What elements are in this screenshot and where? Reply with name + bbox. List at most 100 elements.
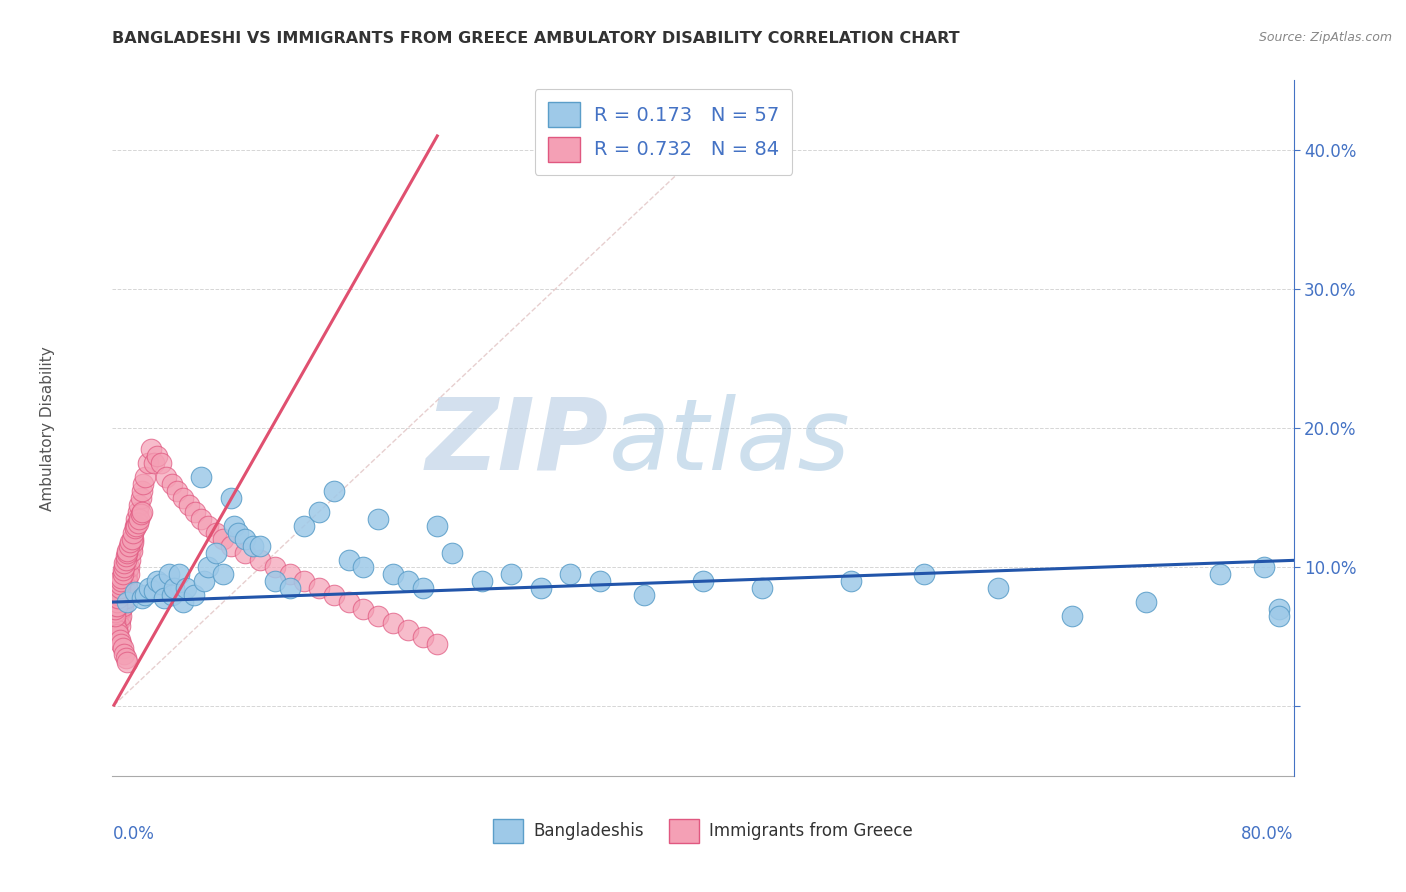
- Point: [108, 581, 131, 595]
- Point: [692, 574, 714, 589]
- Point: [105, 609, 128, 624]
- Text: atlas: atlas: [609, 393, 851, 491]
- Point: [122, 533, 145, 547]
- Point: [112, 647, 135, 661]
- Point: [212, 533, 235, 547]
- Point: [103, 595, 125, 609]
- Point: [114, 553, 136, 567]
- Point: [197, 560, 219, 574]
- Point: [292, 518, 315, 533]
- Point: [117, 595, 138, 609]
- Point: [105, 595, 128, 609]
- Point: [110, 602, 132, 616]
- Point: [839, 574, 862, 589]
- Point: [396, 574, 419, 589]
- Point: [352, 602, 374, 616]
- Point: [125, 511, 148, 525]
- Point: [150, 577, 173, 591]
- Point: [112, 581, 135, 595]
- Point: [114, 585, 136, 599]
- Point: [117, 574, 138, 589]
- Point: [142, 456, 165, 470]
- Text: BANGLADESHI VS IMMIGRANTS FROM GREECE AMBULATORY DISABILITY CORRELATION CHART: BANGLADESHI VS IMMIGRANTS FROM GREECE AM…: [112, 31, 960, 46]
- Point: [172, 491, 194, 505]
- Point: [104, 605, 127, 619]
- Point: [124, 585, 146, 599]
- Point: [146, 449, 169, 463]
- Point: [205, 546, 228, 560]
- Point: [121, 533, 143, 547]
- Point: [146, 574, 169, 589]
- Point: [190, 511, 212, 525]
- Point: [132, 476, 155, 491]
- Point: [111, 563, 134, 577]
- Point: [105, 623, 128, 637]
- Point: [117, 543, 138, 558]
- Point: [193, 574, 215, 589]
- Point: [160, 588, 183, 602]
- Text: Ambulatory Disability: Ambulatory Disability: [39, 346, 55, 510]
- Point: [112, 556, 135, 570]
- Point: [197, 518, 219, 533]
- Point: [103, 602, 125, 616]
- Point: [107, 588, 129, 602]
- Point: [323, 483, 346, 498]
- Point: [558, 567, 582, 582]
- Text: Source: ZipAtlas.com: Source: ZipAtlas.com: [1258, 31, 1392, 45]
- Point: [127, 505, 149, 519]
- Point: [108, 632, 131, 647]
- Point: [219, 491, 242, 505]
- Point: [112, 560, 135, 574]
- Point: [264, 560, 287, 574]
- Point: [166, 483, 188, 498]
- Point: [110, 595, 132, 609]
- Point: [110, 637, 132, 651]
- Point: [249, 540, 271, 554]
- Point: [233, 533, 256, 547]
- Point: [131, 505, 153, 519]
- Point: [219, 540, 242, 554]
- Point: [131, 591, 153, 605]
- Point: [128, 511, 150, 525]
- Point: [426, 637, 449, 651]
- Point: [107, 602, 129, 616]
- Point: [103, 599, 125, 614]
- Point: [120, 546, 142, 560]
- Point: [183, 588, 205, 602]
- Point: [129, 508, 152, 522]
- Point: [117, 655, 138, 669]
- Point: [222, 518, 245, 533]
- Point: [104, 602, 127, 616]
- Point: [138, 581, 160, 595]
- Point: [167, 567, 190, 582]
- Point: [108, 619, 131, 633]
- Point: [104, 609, 127, 624]
- Point: [111, 640, 134, 655]
- Point: [914, 567, 936, 582]
- Point: [107, 615, 129, 630]
- Point: [105, 615, 128, 630]
- Point: [1268, 609, 1291, 624]
- Point: [105, 613, 128, 627]
- Point: [308, 581, 330, 595]
- Point: [352, 560, 374, 574]
- Text: 0.0%: 0.0%: [112, 825, 155, 843]
- Point: [107, 609, 129, 624]
- Point: [124, 518, 146, 533]
- Point: [367, 511, 389, 525]
- Point: [1208, 567, 1232, 582]
- Point: [114, 549, 136, 564]
- Point: [127, 516, 149, 530]
- Point: [104, 605, 127, 619]
- Point: [117, 567, 138, 582]
- Point: [426, 518, 449, 533]
- Point: [105, 599, 128, 614]
- Point: [172, 595, 194, 609]
- Point: [529, 581, 551, 595]
- Point: [987, 581, 1010, 595]
- Point: [411, 581, 433, 595]
- Point: [242, 540, 264, 554]
- Point: [104, 615, 127, 630]
- Legend: Bangladeshis, Immigrants from Greece: Bangladeshis, Immigrants from Greece: [485, 811, 921, 851]
- Point: [501, 567, 523, 582]
